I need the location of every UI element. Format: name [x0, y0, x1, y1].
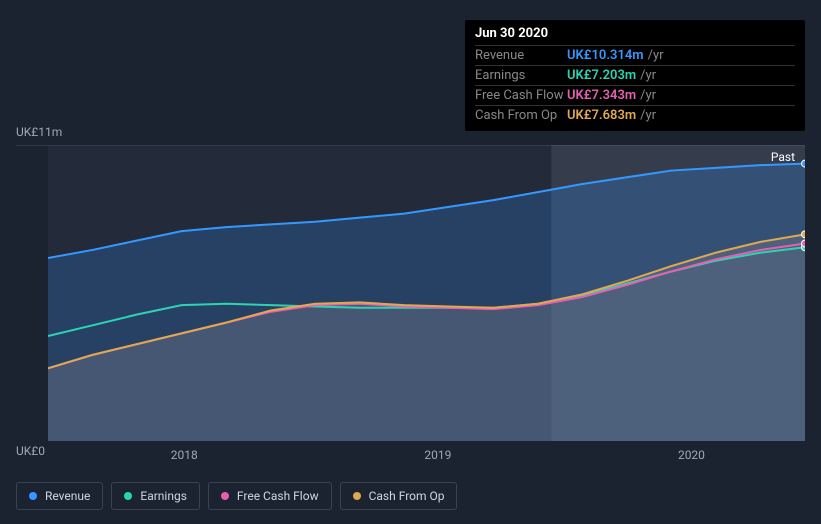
legend-dot-icon	[353, 492, 361, 500]
chart-svg: Past	[48, 145, 805, 441]
legend: Revenue Earnings Free Cash Flow Cash From O…	[16, 482, 457, 510]
x-axis-tick: 2020	[678, 448, 705, 462]
legend-dot-icon	[124, 492, 132, 500]
legend-item-label: Revenue	[45, 489, 90, 503]
legend-item-label: Free Cash Flow	[237, 489, 319, 503]
tooltip-metric-suffix: /yr	[640, 88, 656, 103]
tooltip-metric-suffix: /yr	[640, 108, 656, 123]
financials-chart: UK£11m UK£0 Past	[16, 145, 805, 441]
x-axis-tick: 2018	[171, 448, 198, 462]
legend-dot-icon	[29, 492, 37, 500]
chart-tooltip: Jun 30 2020 RevenueUK£10.314m/yrEarnings…	[465, 20, 805, 131]
tooltip-metric-suffix: /yr	[648, 48, 664, 63]
tooltip-metric-value: UK£10.314m	[567, 48, 644, 63]
y-axis-bottom-label: UK£0	[16, 444, 45, 458]
tooltip-date: Jun 30 2020	[475, 26, 795, 41]
tooltip-metric-label: Cash From Op	[475, 108, 567, 123]
tooltip-metric-value: UK£7.343m	[567, 88, 636, 103]
legend-item-label: Cash From Op	[369, 489, 445, 503]
x-axis: 2018 2019 2020	[48, 448, 805, 464]
svg-text:Past: Past	[771, 150, 795, 164]
tooltip-row: Cash From OpUK£7.683m/yr	[475, 105, 795, 125]
tooltip-row: RevenueUK£10.314m/yr	[475, 45, 795, 65]
legend-item-label: Earnings	[140, 489, 187, 503]
tooltip-metric-label: Free Cash Flow	[475, 88, 567, 103]
legend-item[interactable]: Free Cash Flow	[208, 482, 332, 510]
y-axis-top-label: UK£11m	[16, 125, 62, 139]
tooltip-metric-suffix: /yr	[640, 68, 656, 83]
tooltip-row: EarningsUK£7.203m/yr	[475, 65, 795, 85]
legend-item[interactable]: Cash From Op	[340, 482, 458, 510]
tooltip-metric-label: Revenue	[475, 48, 567, 63]
legend-dot-icon	[221, 492, 229, 500]
x-axis-tick: 2019	[424, 448, 451, 462]
tooltip-metric-value: UK£7.203m	[567, 68, 636, 83]
legend-item[interactable]: Earnings	[111, 482, 200, 510]
tooltip-metric-value: UK£7.683m	[567, 108, 636, 123]
tooltip-metric-label: Earnings	[475, 68, 567, 83]
legend-item[interactable]: Revenue	[16, 482, 103, 510]
tooltip-row: Free Cash FlowUK£7.343m/yr	[475, 85, 795, 105]
